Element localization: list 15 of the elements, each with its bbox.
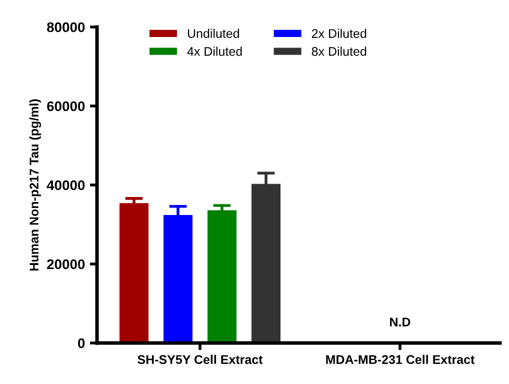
y-tick-label: 60000 bbox=[47, 101, 85, 112]
y-tick-label: 0 bbox=[78, 338, 85, 348]
legend-label: 8x Diluted bbox=[312, 46, 366, 56]
bar bbox=[208, 210, 236, 343]
legend-label: 2x Diluted bbox=[312, 28, 366, 38]
legend-label: Undiluted bbox=[188, 28, 239, 38]
bar bbox=[120, 203, 148, 343]
legend-label: 4x Diluted bbox=[187, 46, 242, 56]
x-tick-label: SH-SY5Y Cell Extract bbox=[138, 354, 263, 364]
y-tick-label: 40000 bbox=[46, 180, 85, 190]
annotation: N.D bbox=[390, 318, 410, 326]
y-tick-label: 80000 bbox=[47, 22, 85, 32]
y-tick-label: 20000 bbox=[47, 259, 85, 270]
y-axis-title: Human Non-p217 Tau (pg/ml) bbox=[29, 99, 42, 271]
x-tick-label: MDA-MB-231 Cell Extract bbox=[326, 354, 475, 364]
